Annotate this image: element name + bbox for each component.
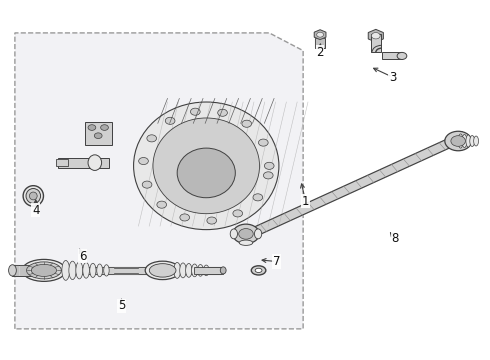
Ellipse shape <box>470 135 475 147</box>
Circle shape <box>218 109 227 116</box>
Bar <box>315 38 325 48</box>
Ellipse shape <box>251 266 266 275</box>
Circle shape <box>180 214 190 221</box>
Circle shape <box>139 157 148 165</box>
Ellipse shape <box>177 148 235 198</box>
Circle shape <box>147 135 156 142</box>
Bar <box>12 265 36 276</box>
Ellipse shape <box>239 240 253 246</box>
Text: 7: 7 <box>273 255 280 268</box>
Text: 6: 6 <box>79 250 86 263</box>
Ellipse shape <box>9 265 16 276</box>
Circle shape <box>142 181 152 188</box>
Ellipse shape <box>458 134 463 148</box>
Bar <box>371 34 381 53</box>
Circle shape <box>157 201 167 208</box>
Circle shape <box>317 32 323 37</box>
Circle shape <box>242 120 251 127</box>
Ellipse shape <box>203 265 209 276</box>
Ellipse shape <box>62 260 70 280</box>
Circle shape <box>207 217 217 224</box>
Text: 3: 3 <box>389 71 396 84</box>
Circle shape <box>88 125 96 130</box>
Circle shape <box>264 172 273 179</box>
Bar <box>58 158 109 168</box>
Circle shape <box>239 229 253 239</box>
Ellipse shape <box>88 155 101 170</box>
Ellipse shape <box>26 189 41 203</box>
Ellipse shape <box>397 53 407 59</box>
Circle shape <box>191 108 200 115</box>
Ellipse shape <box>149 264 176 277</box>
Ellipse shape <box>90 263 96 278</box>
Bar <box>85 122 112 145</box>
Ellipse shape <box>26 262 61 279</box>
Circle shape <box>371 32 380 39</box>
Ellipse shape <box>254 229 262 239</box>
Text: 4: 4 <box>32 204 40 217</box>
Bar <box>56 159 68 166</box>
Polygon shape <box>237 132 468 242</box>
Ellipse shape <box>97 264 102 277</box>
Ellipse shape <box>474 136 479 146</box>
Ellipse shape <box>29 192 37 200</box>
Polygon shape <box>15 33 303 329</box>
Bar <box>382 53 402 59</box>
Polygon shape <box>114 268 138 273</box>
Ellipse shape <box>186 264 192 277</box>
Ellipse shape <box>462 134 467 148</box>
Ellipse shape <box>153 118 260 214</box>
Ellipse shape <box>174 262 181 278</box>
Ellipse shape <box>69 261 76 280</box>
Ellipse shape <box>445 131 471 151</box>
Circle shape <box>165 117 175 124</box>
Ellipse shape <box>104 265 109 276</box>
Ellipse shape <box>233 224 259 244</box>
Circle shape <box>253 194 263 201</box>
Circle shape <box>233 210 243 217</box>
Ellipse shape <box>22 260 66 282</box>
Text: 1: 1 <box>302 195 309 208</box>
Ellipse shape <box>466 135 471 147</box>
Text: 2: 2 <box>317 46 324 59</box>
Circle shape <box>451 136 465 146</box>
Ellipse shape <box>192 264 197 277</box>
Bar <box>194 267 223 274</box>
Ellipse shape <box>180 263 186 278</box>
Circle shape <box>100 125 108 130</box>
Ellipse shape <box>83 262 89 278</box>
Ellipse shape <box>197 265 203 276</box>
Text: 8: 8 <box>392 232 399 245</box>
Ellipse shape <box>220 267 226 274</box>
Ellipse shape <box>230 229 238 239</box>
Ellipse shape <box>23 186 44 206</box>
Ellipse shape <box>134 102 279 230</box>
Ellipse shape <box>76 262 83 279</box>
Circle shape <box>259 139 268 146</box>
Circle shape <box>265 162 274 169</box>
Circle shape <box>95 133 102 139</box>
Ellipse shape <box>145 261 180 280</box>
Text: 5: 5 <box>118 299 125 312</box>
Polygon shape <box>15 267 221 274</box>
Ellipse shape <box>255 268 262 273</box>
Ellipse shape <box>31 264 56 276</box>
